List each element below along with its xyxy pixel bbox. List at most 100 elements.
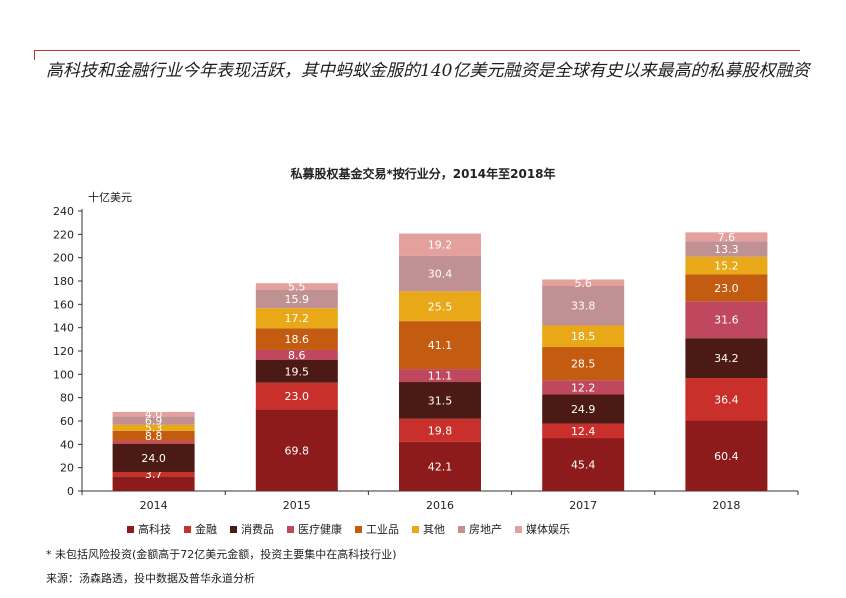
bar-segment — [255, 382, 338, 410]
y-tick-label: 180 — [53, 275, 74, 288]
legend-item: 房地产 — [458, 521, 502, 537]
y-tick-label: 240 — [53, 205, 74, 218]
data-label: 69.8 — [285, 444, 310, 457]
bar-segment — [685, 301, 768, 339]
y-tick-label: 80 — [60, 392, 74, 405]
legend-label: 房地产 — [469, 523, 502, 536]
bar-segment — [112, 471, 195, 477]
legend-item: 医疗健康 — [287, 521, 342, 537]
chart: 0204060801001201401601802002202403.724.0… — [53, 205, 799, 512]
bar-segment — [399, 369, 481, 383]
legend-item: 消费品 — [230, 521, 274, 537]
data-label: 19.2 — [428, 239, 453, 252]
bar-segment — [399, 291, 481, 322]
bar-segment — [542, 286, 625, 326]
data-label: 8.8 — [145, 430, 163, 443]
x-tick-label: 2014 — [140, 499, 168, 512]
data-label: 4.0 — [145, 408, 163, 421]
data-label: 17.2 — [285, 312, 310, 325]
data-label: 5.6 — [574, 277, 592, 290]
bar-segment — [399, 255, 481, 292]
data-label: 41.1 — [428, 339, 453, 352]
legend: 高科技 金融 消费品 医疗健康 工业品 其他 房地产 媒体娱乐 — [127, 521, 583, 537]
data-label: 42.1 — [428, 460, 453, 473]
data-label: 7.6 — [718, 231, 736, 244]
y-tick-label: 200 — [53, 252, 74, 265]
x-tick-label: 2018 — [712, 499, 740, 512]
data-label: 11.1 — [428, 370, 453, 383]
legend-item: 高科技 — [127, 521, 171, 537]
y-tick-label: 160 — [53, 298, 74, 311]
bar-segment — [255, 289, 338, 309]
data-label: 18.5 — [571, 330, 596, 343]
footnote: * 未包括风险投资(金额高于72亿美元金额，投资主要集中在高科技行业) — [46, 548, 397, 561]
data-label: 12.4 — [571, 425, 596, 438]
data-label: 36.4 — [714, 393, 739, 406]
data-label: 5.3 — [145, 422, 163, 435]
data-label: 19.5 — [285, 365, 310, 378]
data-label: 5.5 — [288, 280, 306, 293]
legend-swatch — [230, 525, 237, 533]
bar-segment — [685, 420, 768, 491]
data-label: 28.5 — [571, 358, 596, 371]
data-label: 60.4 — [714, 450, 739, 463]
data-label: 30.4 — [428, 268, 453, 281]
y-tick-label: 40 — [60, 438, 74, 451]
bar-segment — [685, 274, 768, 302]
legend-label: 工业品 — [366, 523, 399, 536]
bar-segment — [685, 256, 768, 275]
data-label: 33.8 — [571, 300, 596, 313]
bar-segment — [399, 382, 481, 419]
bar-segment — [542, 279, 625, 287]
data-label: 31.6 — [714, 314, 739, 327]
data-label: 23.0 — [714, 282, 739, 295]
legend-item: 媒体娱乐 — [515, 521, 570, 537]
y-tick-label: 0 — [67, 485, 74, 498]
bar-segment — [255, 409, 338, 491]
bar-segment — [112, 430, 195, 442]
legend-item: 其他 — [412, 521, 445, 537]
bar-segment — [542, 325, 625, 348]
legend-item: 工业品 — [355, 521, 399, 537]
bar-segment — [542, 380, 625, 395]
bar-segment — [542, 347, 625, 381]
data-label: 13.3 — [714, 243, 739, 256]
bar-segment — [399, 441, 481, 491]
legend-swatch — [287, 525, 294, 533]
bar-segment — [112, 424, 195, 431]
y-axis-unit-label: 十亿美元 — [88, 191, 132, 204]
data-label: 24.9 — [571, 403, 596, 416]
bar-segment — [685, 378, 768, 421]
chart-title: 私募股权基金交易*按行业分，2014年至2018年 — [290, 167, 556, 181]
data-label: 19.8 — [428, 424, 453, 437]
bar-segment — [112, 411, 195, 417]
data-label: 15.2 — [714, 260, 739, 273]
legend-item: 金融 — [184, 521, 217, 537]
y-tick-label: 140 — [53, 322, 74, 335]
bar-segment — [255, 328, 338, 350]
bar-segment — [542, 423, 625, 439]
data-label: 23.0 — [285, 390, 310, 403]
data-label: 6.9 — [145, 415, 163, 428]
legend-label: 其他 — [423, 523, 445, 536]
y-tick-label: 220 — [53, 228, 74, 241]
bar-segment — [399, 321, 481, 370]
bar-segment — [112, 476, 195, 491]
bar-segment — [255, 308, 338, 329]
y-tick-label: 60 — [60, 415, 74, 428]
data-label: 8.6 — [288, 349, 306, 362]
legend-swatch — [127, 525, 134, 533]
bar-segment — [255, 283, 338, 290]
x-tick-label: 2016 — [426, 499, 454, 512]
data-label: 15.9 — [285, 293, 310, 306]
source-note: 来源：汤森路透，投中数据及普华永道分析 — [46, 572, 255, 585]
y-tick-label: 120 — [53, 345, 74, 358]
legend-label: 高科技 — [138, 523, 171, 536]
legend-swatch — [355, 525, 362, 533]
legend-swatch — [458, 525, 465, 533]
bar-segment — [399, 233, 481, 256]
y-tick-label: 100 — [53, 368, 74, 381]
header-rule-tick — [34, 50, 35, 60]
bar-segment — [255, 349, 338, 360]
bar-segment — [542, 394, 625, 424]
